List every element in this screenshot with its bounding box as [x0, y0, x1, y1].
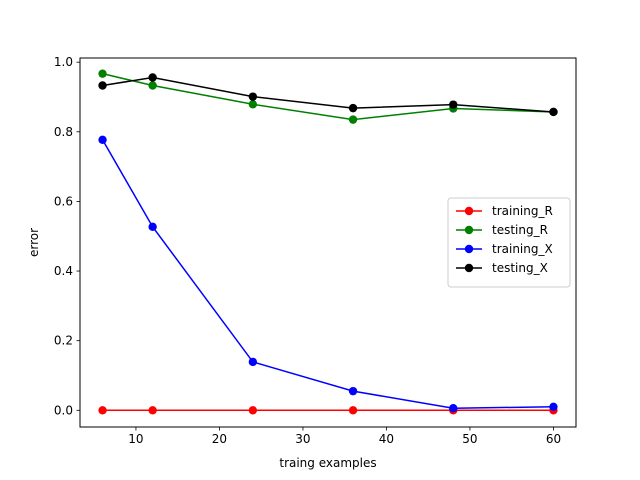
data-point-testing-r: [248, 100, 258, 109]
series-training-x: [98, 135, 558, 413]
x-tick-label: 40: [379, 432, 394, 446]
x-tick-label: 10: [128, 432, 143, 446]
legend-marker: [464, 244, 474, 254]
y-tick-label: 0.8: [54, 125, 73, 139]
data-point-testing-x: [549, 107, 558, 117]
data-point-training-x: [148, 222, 157, 232]
y-tick-label: 1.0: [54, 55, 73, 69]
legend-item-training-r: training_R: [456, 204, 553, 218]
y-tick-label: 0.6: [54, 194, 73, 208]
data-point-testing-x: [98, 81, 107, 90]
legend-item-testing-x: testing_X: [456, 261, 548, 275]
series-line-training-x: [101, 139, 554, 409]
legend-item-training-x: training_X: [456, 242, 553, 256]
data-point-training-x: [549, 402, 558, 412]
series-layer: [98, 69, 558, 415]
axis-ticks: 10 20 30 40 50 60 0.0 0.2 0.4 0.6 0.8 1.0: [54, 55, 561, 446]
data-point-training-r: [348, 406, 358, 415]
y-axis-label: error: [27, 228, 41, 257]
data-point-training-r: [148, 406, 157, 415]
y-tick-label: 0.4: [54, 264, 73, 278]
legend-marker: [464, 206, 474, 216]
data-point-testing-r: [348, 115, 358, 124]
data-point-training-r: [248, 406, 258, 415]
legend-label: testing_X: [492, 261, 548, 275]
data-point-training-x: [98, 135, 107, 145]
x-tick-label: 30: [295, 432, 310, 446]
legend-item-testing-r: testing_R: [456, 223, 548, 237]
data-point-training-x: [248, 357, 258, 367]
data-point-testing-x: [449, 100, 458, 109]
data-point-testing-x: [148, 73, 157, 82]
legend-box: [447, 197, 571, 288]
x-tick-label: 60: [546, 432, 561, 446]
data-point-testing-r: [98, 69, 107, 78]
data-point-testing-x: [248, 92, 258, 101]
series-testing-x: [98, 73, 558, 117]
legend-marker: [464, 225, 474, 235]
legend-label: training_R: [492, 204, 553, 218]
y-tick-label: 0.0: [54, 403, 73, 417]
series-line-testing-x: [102, 76, 554, 113]
x-tick-label: 20: [212, 432, 227, 446]
data-point-training-x: [348, 386, 358, 396]
series-line-testing-r: [102, 72, 554, 121]
x-axis-label: traing examples: [279, 456, 376, 470]
legend-label: testing_R: [492, 223, 548, 237]
x-tick-label: 50: [462, 432, 477, 446]
legend-marker: [464, 263, 474, 273]
data-point-training-r: [98, 406, 107, 415]
y-tick-label: 0.2: [54, 334, 73, 348]
data-point-testing-x: [348, 103, 358, 113]
legend-label: training_X: [492, 242, 553, 256]
data-point-testing-r: [148, 81, 157, 90]
legend: training_R testing_R training_X testing_X: [447, 197, 571, 288]
data-point-training-x: [449, 404, 458, 413]
